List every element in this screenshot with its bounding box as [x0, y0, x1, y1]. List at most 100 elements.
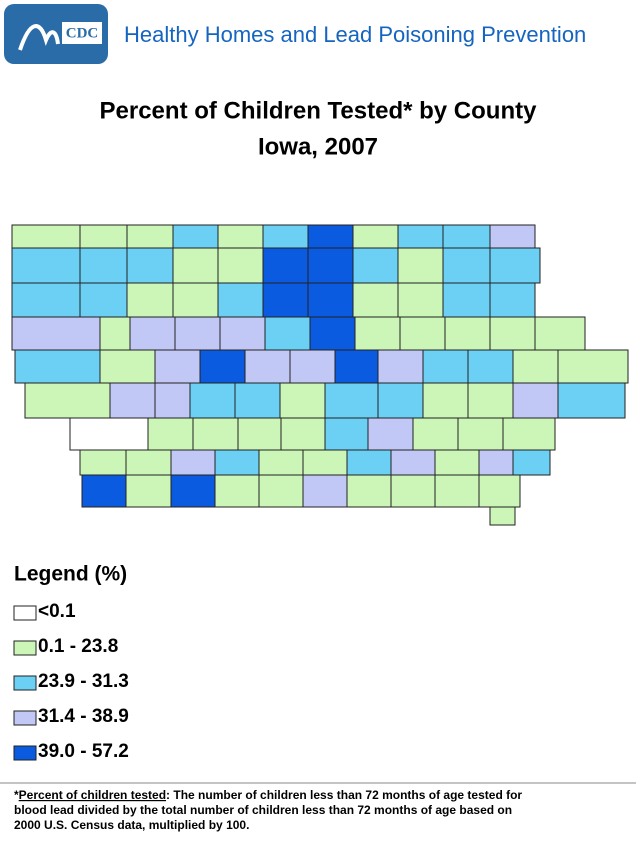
iowa-map	[11, 224, 629, 526]
county	[14, 349, 101, 384]
county	[334, 349, 379, 384]
county	[126, 247, 174, 284]
legend-label: 31.4 - 38.9	[38, 706, 129, 727]
county	[422, 382, 469, 419]
county	[397, 224, 444, 249]
county	[147, 417, 194, 451]
county	[81, 474, 127, 508]
county	[377, 382, 424, 419]
county	[11, 224, 81, 249]
county	[489, 316, 536, 351]
county	[129, 316, 176, 351]
county	[154, 382, 191, 419]
county	[307, 224, 354, 249]
county	[399, 316, 446, 351]
logo-text: CDC	[66, 25, 99, 41]
county	[217, 282, 264, 318]
footnote-text: : The number of children less than 72 mo…	[166, 788, 522, 802]
legend-swatch	[13, 745, 37, 761]
county	[99, 349, 156, 384]
county	[307, 247, 354, 284]
legend-label: 39.0 - 57.2	[38, 741, 129, 762]
legend-label: 23.9 - 31.3	[38, 671, 129, 692]
logo-emblem	[18, 24, 60, 51]
county	[434, 449, 480, 476]
county	[302, 449, 348, 476]
county	[442, 282, 491, 318]
legend-label: <0.1	[38, 601, 76, 622]
county	[557, 382, 626, 419]
county	[352, 247, 399, 284]
footnote-line: *Percent of children tested: The number …	[14, 788, 522, 802]
county	[442, 247, 491, 284]
county	[390, 474, 436, 508]
county	[534, 316, 586, 351]
county	[352, 224, 399, 249]
county	[390, 449, 436, 476]
county	[354, 316, 401, 351]
map-title: Percent of Children Tested* by County	[100, 97, 538, 124]
county	[125, 474, 172, 508]
county	[258, 449, 304, 476]
county	[442, 224, 491, 249]
county	[467, 349, 514, 384]
county	[489, 282, 536, 318]
county	[262, 282, 309, 318]
county	[377, 349, 424, 384]
county	[346, 449, 392, 476]
county	[172, 247, 219, 284]
county	[478, 474, 521, 508]
county	[69, 417, 149, 451]
legend-swatch	[13, 710, 37, 726]
county	[214, 474, 260, 508]
county	[302, 474, 348, 508]
county	[189, 382, 236, 419]
legend-swatch	[13, 675, 37, 691]
county	[289, 349, 336, 384]
county	[172, 282, 219, 318]
county	[79, 224, 128, 249]
footnote-prefix: *	[14, 788, 19, 802]
county	[11, 316, 101, 351]
county	[422, 349, 469, 384]
footnote-text: blood lead divided by the total number o…	[14, 803, 512, 817]
legend-swatch	[13, 640, 37, 656]
county	[244, 349, 291, 384]
county	[280, 417, 326, 451]
county	[478, 449, 514, 476]
county	[174, 316, 221, 351]
county	[324, 417, 369, 451]
county	[262, 247, 309, 284]
county	[79, 449, 127, 476]
footnote-term: Percent of children tested	[19, 788, 166, 802]
county	[434, 474, 480, 508]
header-title: Healthy Homes and Lead Poisoning Prevent…	[124, 22, 586, 47]
county	[217, 224, 264, 249]
county	[192, 417, 239, 451]
map-subtitle: Iowa, 2007	[258, 133, 378, 160]
county	[99, 316, 131, 351]
county	[170, 449, 216, 476]
county	[467, 382, 514, 419]
county	[557, 349, 629, 384]
legend-title: Legend (%)	[14, 563, 127, 586]
county	[489, 224, 536, 249]
county	[154, 349, 201, 384]
county	[457, 417, 504, 451]
footnote-text: 2000 U.S. Census data, multiplied by 100…	[14, 818, 249, 832]
county	[217, 247, 264, 284]
county	[79, 247, 128, 284]
county	[512, 449, 551, 476]
county	[219, 316, 266, 351]
county	[397, 282, 444, 318]
county	[126, 224, 174, 249]
county	[11, 247, 81, 284]
county	[11, 282, 81, 318]
county	[109, 382, 156, 419]
county	[489, 506, 516, 526]
county	[258, 474, 304, 508]
county	[307, 282, 354, 318]
county	[170, 474, 216, 508]
county	[412, 417, 459, 451]
